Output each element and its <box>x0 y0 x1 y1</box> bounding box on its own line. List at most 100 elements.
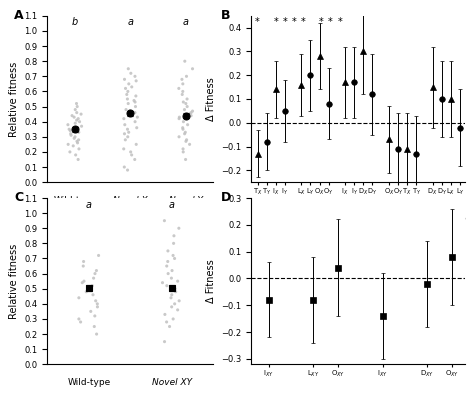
Point <box>67 131 74 137</box>
Point <box>183 96 191 102</box>
Text: a: a <box>86 200 92 209</box>
Point <box>90 275 97 281</box>
Point <box>80 263 87 269</box>
Point <box>122 107 130 113</box>
Point <box>166 324 173 330</box>
Point <box>168 267 176 274</box>
Point <box>124 133 132 140</box>
Point <box>174 278 182 284</box>
Point <box>79 280 86 286</box>
Point <box>181 107 188 113</box>
Text: Novel XY: Novel XY <box>152 379 192 387</box>
Point <box>127 70 135 76</box>
Point <box>127 149 135 155</box>
Point <box>133 125 140 131</box>
Point <box>94 304 101 310</box>
Point <box>159 280 166 286</box>
Text: *: * <box>273 17 278 27</box>
Point <box>120 164 128 170</box>
Point <box>73 103 81 110</box>
Point <box>171 255 178 262</box>
Point <box>181 131 189 137</box>
Point <box>89 282 96 289</box>
Point <box>161 339 168 345</box>
Point <box>132 103 139 110</box>
Text: *: * <box>255 17 260 27</box>
Point <box>131 99 139 105</box>
Point <box>130 97 138 104</box>
Point <box>91 313 99 319</box>
Point <box>121 131 128 137</box>
Point <box>92 298 100 304</box>
Point <box>85 286 93 292</box>
Y-axis label: Relative fitness: Relative fitness <box>9 244 19 319</box>
Point <box>75 129 82 135</box>
Text: *: * <box>319 17 324 27</box>
Point <box>65 126 73 132</box>
Point <box>95 252 102 259</box>
Point <box>187 112 195 119</box>
Point <box>77 111 85 117</box>
Point <box>168 275 175 281</box>
Point <box>170 240 177 247</box>
Point <box>167 295 175 301</box>
Point <box>121 122 128 128</box>
Point <box>175 298 183 304</box>
Point <box>124 96 131 102</box>
Text: Novel X: Novel X <box>113 196 148 205</box>
Text: Wild-type: Wild-type <box>54 196 97 205</box>
Point <box>78 123 85 129</box>
Text: Tasmania: Tasmania <box>427 215 466 225</box>
Point <box>73 109 81 116</box>
Point <box>67 132 75 139</box>
Point <box>132 93 140 99</box>
Point <box>64 122 72 128</box>
Point <box>171 301 178 307</box>
Point <box>125 66 132 72</box>
Point <box>175 85 182 91</box>
Point <box>124 167 131 173</box>
Point <box>175 116 183 122</box>
Point <box>80 258 87 265</box>
Point <box>182 100 190 107</box>
Point <box>134 114 141 120</box>
Y-axis label: Δ Fitness: Δ Fitness <box>206 77 216 121</box>
Point <box>127 111 135 117</box>
Point <box>171 286 179 292</box>
Point <box>71 133 79 140</box>
Point <box>72 120 79 126</box>
Text: Wild-type: Wild-type <box>67 379 110 387</box>
Point <box>72 107 79 113</box>
Point <box>175 133 183 140</box>
Text: *: * <box>301 17 306 27</box>
Point <box>75 316 82 322</box>
Point <box>178 76 186 82</box>
Point <box>131 109 139 116</box>
Point <box>128 112 136 119</box>
Point <box>179 146 187 152</box>
Point <box>73 117 81 123</box>
Point <box>74 140 82 146</box>
Point <box>131 156 138 163</box>
Point <box>180 118 187 125</box>
Point <box>92 267 100 274</box>
Point <box>77 319 84 325</box>
Text: a: a <box>128 17 133 27</box>
Point <box>75 137 82 143</box>
Point <box>169 316 177 322</box>
Text: A: A <box>14 9 24 22</box>
Point <box>186 111 193 117</box>
Point <box>163 282 171 289</box>
Point <box>131 73 139 80</box>
Point <box>120 146 128 152</box>
Point <box>91 324 98 330</box>
Y-axis label: Relative fitness: Relative fitness <box>9 61 19 137</box>
Point <box>74 125 82 131</box>
Point <box>187 109 195 116</box>
Point <box>93 301 101 307</box>
Point <box>66 128 74 134</box>
Point <box>126 108 134 114</box>
Point <box>87 308 95 314</box>
Point <box>125 129 132 135</box>
Point <box>73 100 80 107</box>
